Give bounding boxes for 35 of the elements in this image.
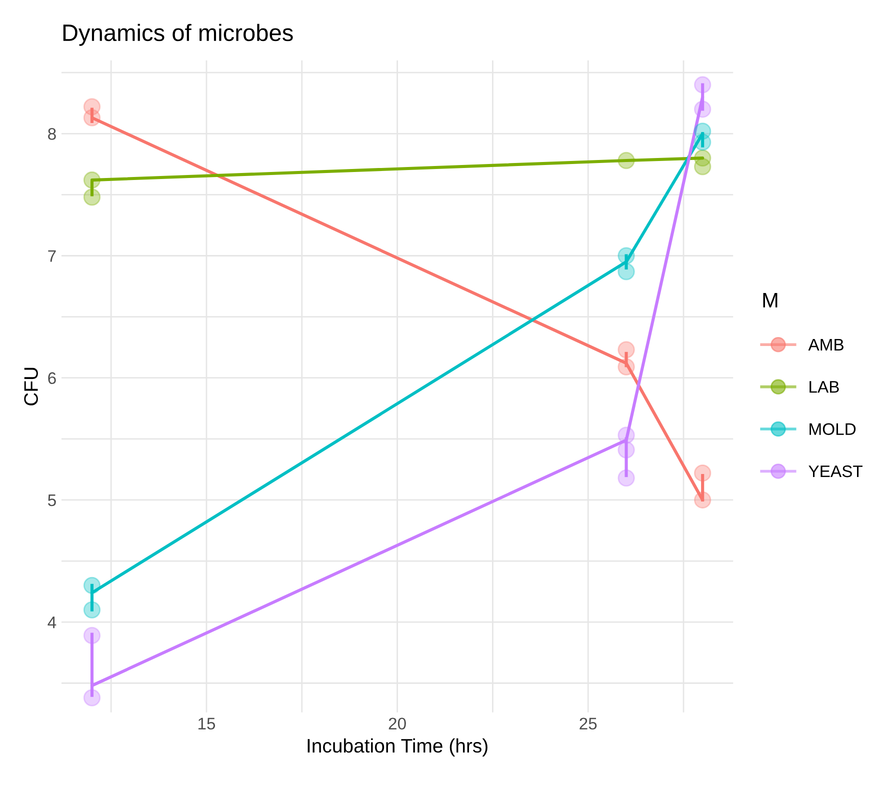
point <box>618 426 635 444</box>
point <box>694 100 712 118</box>
point <box>83 601 101 618</box>
x-tick-label: 15 <box>198 718 216 730</box>
point <box>618 358 635 376</box>
y-tick-label: 4 <box>48 616 56 628</box>
point <box>618 441 635 459</box>
point <box>618 469 635 487</box>
point <box>618 341 635 358</box>
y-axis-title: CFU <box>24 368 38 406</box>
y-tick-label: 6 <box>48 372 56 384</box>
legend-label: MOLD <box>810 423 856 436</box>
point <box>694 158 712 176</box>
point <box>83 576 101 594</box>
chart-title: Dynamics of microbes <box>63 24 293 46</box>
y-tick-label: 7 <box>48 250 56 262</box>
x-tick-label: 20 <box>388 718 406 730</box>
point <box>618 263 635 280</box>
point <box>694 491 712 509</box>
point <box>83 626 101 644</box>
legend-label: LAB <box>810 381 839 393</box>
legend-label: AMB <box>808 338 844 350</box>
point <box>694 464 712 482</box>
point <box>83 171 101 189</box>
y-tick-label: 8 <box>48 128 56 140</box>
point <box>618 152 635 170</box>
point <box>618 247 635 264</box>
x-tick-label: 25 <box>580 718 597 730</box>
legend-label: YEAST <box>808 465 862 478</box>
point <box>694 76 712 94</box>
x-axis-title: Incubation Time (hrs) <box>308 738 488 756</box>
point <box>83 188 101 206</box>
legend-title: M <box>763 293 778 308</box>
y-tick-label: 5 <box>48 494 56 506</box>
point <box>83 689 101 706</box>
